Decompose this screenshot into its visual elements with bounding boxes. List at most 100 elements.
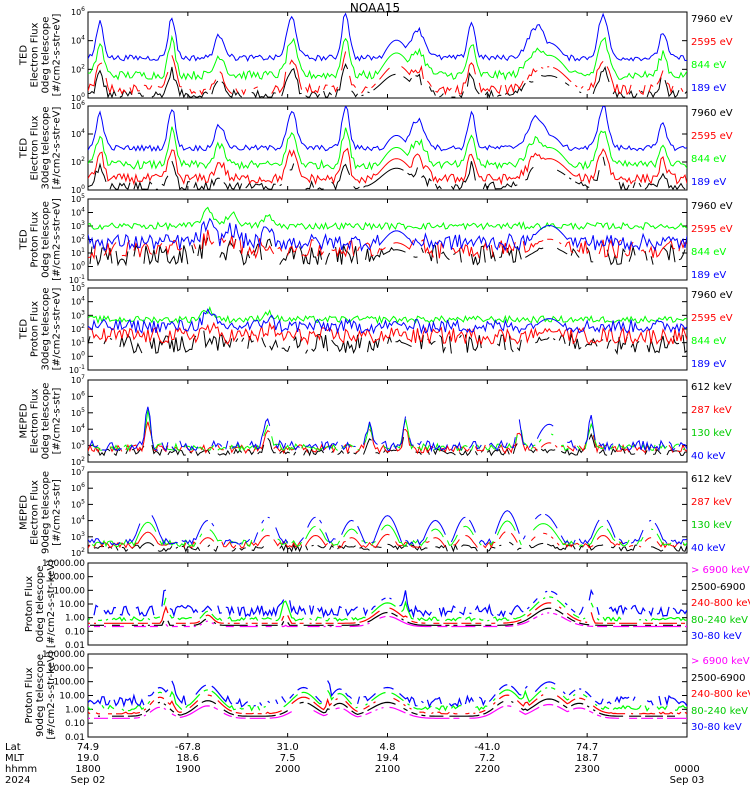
y-tick-label: 106 xyxy=(71,100,85,111)
panel-frame xyxy=(87,562,688,646)
legend-entry: 2500-6900 xyxy=(691,581,746,593)
series-group xyxy=(88,680,687,719)
footer-date-value: Sep 02 xyxy=(70,775,106,786)
y-tick-label: 103 xyxy=(71,531,85,542)
legend-entry: 30-80 keV xyxy=(691,631,742,642)
legend-entry: 2595 eV xyxy=(691,131,733,142)
y-tick-label: 1.00 xyxy=(65,614,85,624)
y-tick-label: 102 xyxy=(71,63,85,74)
footer-mlt-value: 19.4 xyxy=(376,753,399,764)
y-tick-label: 10.00 xyxy=(59,600,85,610)
legend-entry: 844 eV xyxy=(691,154,727,165)
y-tick-label: 103 xyxy=(71,440,85,451)
series-line-7960-ev xyxy=(88,330,687,355)
legend-entry: 844 eV xyxy=(691,247,727,258)
series-group xyxy=(88,12,687,98)
y-tick-label: 106 xyxy=(71,482,85,493)
y-tick-label: 101 xyxy=(71,247,85,258)
y-tick-label: 102 xyxy=(71,234,85,245)
legend-entry: 189 eV xyxy=(691,177,727,188)
y-tick-label: 10-1 xyxy=(69,364,85,375)
series-line-7960-ev xyxy=(88,156,686,190)
y-axis-label: Proton Flux0deg telescope[#/cm2-s-str-ke… xyxy=(24,560,57,648)
series-line-287-kev xyxy=(88,531,686,549)
y-tick-label: 1000.00 xyxy=(48,573,85,583)
panel-5: 102 103 104 105 106 107 MEPEDElectron Flux0deg… xyxy=(19,374,688,467)
y-tick-label: 107 xyxy=(71,466,85,477)
footer-date-value: Sep 03 xyxy=(669,775,705,786)
y-tick-label: 0.01 xyxy=(65,733,85,743)
y-tick-label: 100 xyxy=(71,92,85,103)
series-group xyxy=(88,406,687,457)
legend-entry: 2595 eV xyxy=(691,37,733,48)
footer-row-label: 2024 xyxy=(5,775,31,786)
series-line--6900-kev xyxy=(88,703,687,719)
footer-mlt-value: 7.5 xyxy=(279,753,296,764)
series-line-844-ev xyxy=(88,206,687,231)
legend-entry: 287 keV xyxy=(691,405,732,416)
footer-hhmm-value: 2100 xyxy=(374,764,401,775)
series-line-240-800-kev xyxy=(88,694,687,715)
series-group xyxy=(88,588,687,628)
y-tick-label: 100.00 xyxy=(54,586,86,596)
y-tick-label: 103 xyxy=(71,309,85,320)
y-tick-label: 104 xyxy=(71,35,85,46)
series-group xyxy=(88,106,687,190)
panel-6: 102 103 104 105 106 107 MEPEDElectron Flux90de… xyxy=(19,466,688,558)
footer-lat-value: 74.7 xyxy=(576,742,599,753)
y-tick-label: 100 xyxy=(71,261,85,272)
footer-hhmm-value: 1800 xyxy=(75,764,101,775)
footer-row-label: hhmm xyxy=(5,764,38,775)
y-tick-label: 104 xyxy=(71,207,85,218)
series-line-2500-6900 xyxy=(90,607,681,626)
panel-4: 10-1 100 101 102 103 104 105 TEDProton Flux30de… xyxy=(19,282,688,375)
legend-entry: 40 keV xyxy=(691,451,726,462)
y-axis-label: MEPEDElectron Flux0deg telescope[#/cm2-s… xyxy=(19,383,63,460)
legend-entry: 612 keV xyxy=(691,382,732,393)
y-tick-label: 103 xyxy=(71,220,85,231)
legend-entry: 844 eV xyxy=(691,60,727,71)
series-line-40-kev xyxy=(89,406,687,453)
footer-lat-value: 31.0 xyxy=(276,742,299,753)
legend-entry: > 6900 keV xyxy=(691,565,750,576)
footer-hhmm-value: 0000 xyxy=(674,764,700,775)
y-tick-label: 101 xyxy=(71,337,85,348)
y-tick-label: 102 xyxy=(71,456,85,467)
legend-entry: 240-800 keV xyxy=(691,598,750,609)
footer-lat-value: -41.0 xyxy=(474,742,501,753)
series-group xyxy=(88,305,687,355)
y-tick-label: 106 xyxy=(71,390,85,401)
series-group xyxy=(88,510,687,553)
footer-hhmm-value: 2200 xyxy=(474,764,501,775)
panel-1: 100 102 104 106 TEDElectron Flux0deg telesco… xyxy=(19,6,688,103)
legend-entry: 612 keV xyxy=(691,474,732,485)
legend-entry: 2595 eV xyxy=(691,313,733,324)
legend-entry: 2500-6900 xyxy=(691,672,746,684)
y-tick-label: 102 xyxy=(71,323,85,334)
footer-lat-value: 4.8 xyxy=(379,742,396,753)
series-line-844-ev xyxy=(88,34,687,81)
series-line-40-kev xyxy=(88,510,687,546)
series-line-612-kev xyxy=(88,541,687,553)
panel-8: 0.01 0.10 1.00 10.00 100.00 1000.00 10000.00Pr… xyxy=(24,650,688,743)
y-axis-label: MEPEDElectron Flux90deg telescope[#/cm2-… xyxy=(19,471,63,554)
legend-entry: 2595 eV xyxy=(691,224,733,235)
panel-7: 0.01 0.10 1.00 10.00 100.00 1000.00 10000.00Pr… xyxy=(24,559,688,651)
y-tick-label: 10.00 xyxy=(59,692,85,702)
footer-lat-value: -67.8 xyxy=(174,742,201,753)
legend-entry: 7960 eV xyxy=(691,14,733,25)
series-line-189-ev xyxy=(88,217,687,252)
series-line-30-80-kev xyxy=(93,588,687,619)
series-line-844-ev xyxy=(88,305,687,325)
y-tick-label: 1.00 xyxy=(65,705,85,715)
y-tick-label: 10000.00 xyxy=(42,650,85,660)
series-line-80-240-kev xyxy=(88,596,687,622)
footer-mlt-value: 19.0 xyxy=(76,753,100,764)
y-tick-label: 10-1 xyxy=(69,274,85,285)
legend-entry: 240-800 keV xyxy=(691,689,750,700)
y-tick-label: 0.10 xyxy=(65,627,85,637)
series-line-240-800-kev xyxy=(88,602,685,624)
legend-entry: 189 eV xyxy=(691,270,727,281)
y-tick-label: 105 xyxy=(71,498,85,509)
